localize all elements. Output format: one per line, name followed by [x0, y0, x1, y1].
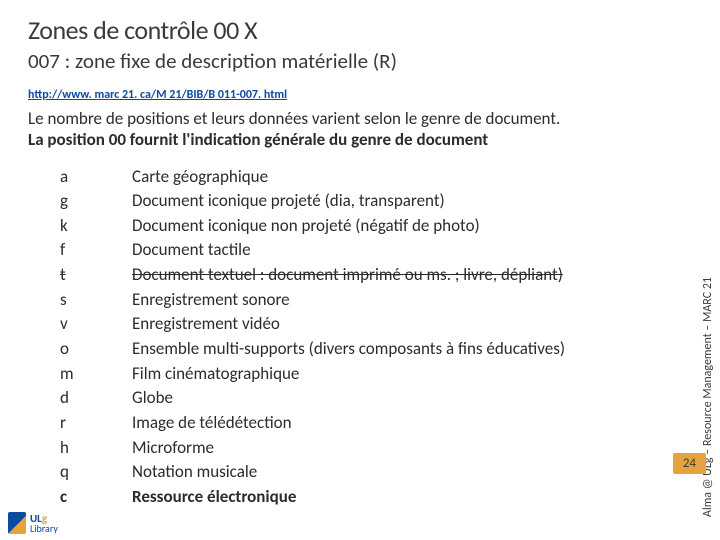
- desc-cell: Notation musicale: [132, 460, 692, 485]
- table-row: sEnregistrement sonore: [60, 288, 692, 313]
- table-row: qNotation musicale: [60, 460, 692, 485]
- side-label: Alma @ ULg – Resource Management – MARC …: [701, 277, 715, 517]
- code-cell: t: [60, 263, 132, 288]
- table-row: oEnsemble multi-supports (divers composa…: [60, 337, 692, 362]
- table-row: dGlobe: [60, 386, 692, 411]
- desc-cell: Document iconique projeté (dia, transpar…: [132, 189, 692, 214]
- ulg-library-logo: ULg Library: [8, 512, 58, 534]
- intro-line-1: Le nombre de positions et leurs données …: [28, 108, 692, 129]
- logo-line-2: Library: [30, 524, 58, 534]
- code-cell: a: [60, 165, 132, 190]
- code-cell: h: [60, 436, 132, 461]
- reference-link[interactable]: http://www. marc 21. ca/M 21/BIB/B 011-0…: [28, 88, 287, 102]
- code-cell: c: [60, 485, 132, 510]
- desc-cell: Document textuel : document imprimé ou m…: [132, 263, 692, 288]
- code-cell: r: [60, 411, 132, 436]
- desc-cell: Film cinématographique: [132, 362, 692, 387]
- table-row: gDocument iconique projeté (dia, transpa…: [60, 189, 692, 214]
- intro-line-2: La position 00 fournit l'indication géné…: [28, 129, 692, 150]
- code-cell: v: [60, 312, 132, 337]
- desc-cell: Enregistrement vidéo: [132, 312, 692, 337]
- logo-text: ULg Library: [30, 513, 58, 534]
- slide-title: Zones de contrôle 00 X: [28, 14, 692, 46]
- desc-cell: Document tactile: [132, 238, 692, 263]
- table-row: cRessource électronique: [60, 485, 692, 510]
- table-row: aCarte géographique: [60, 165, 692, 190]
- page-number-badge: 24: [673, 453, 706, 474]
- table-row: hMicroforme: [60, 436, 692, 461]
- desc-cell: Ressource électronique: [132, 485, 692, 510]
- code-cell: o: [60, 337, 132, 362]
- table-row: vEnregistrement vidéo: [60, 312, 692, 337]
- code-cell: d: [60, 386, 132, 411]
- desc-cell: Globe: [132, 386, 692, 411]
- codes-table: aCarte géographiquegDocument iconique pr…: [60, 165, 692, 510]
- code-cell: s: [60, 288, 132, 313]
- desc-cell: Document iconique non projeté (négatif d…: [132, 214, 692, 239]
- slide: Zones de contrôle 00 X 007 : zone fixe d…: [0, 0, 720, 540]
- code-cell: m: [60, 362, 132, 387]
- logo-icon: [8, 512, 26, 534]
- desc-cell: Microforme: [132, 436, 692, 461]
- desc-cell: Enregistrement sonore: [132, 288, 692, 313]
- desc-cell: Ensemble multi-supports (divers composan…: [132, 337, 692, 362]
- code-cell: q: [60, 460, 132, 485]
- code-cell: g: [60, 189, 132, 214]
- slide-subtitle: 007 : zone fixe de description matériell…: [28, 48, 692, 74]
- code-cell: f: [60, 238, 132, 263]
- desc-cell: Carte géographique: [132, 165, 692, 190]
- code-cell: k: [60, 214, 132, 239]
- table-row: fDocument tactile: [60, 238, 692, 263]
- desc-cell: Image de télédétection: [132, 411, 692, 436]
- table-row: rImage de télédétection: [60, 411, 692, 436]
- table-row: tDocument textuel : document imprimé ou …: [60, 263, 692, 288]
- table-row: mFilm cinématographique: [60, 362, 692, 387]
- table-row: kDocument iconique non projeté (négatif …: [60, 214, 692, 239]
